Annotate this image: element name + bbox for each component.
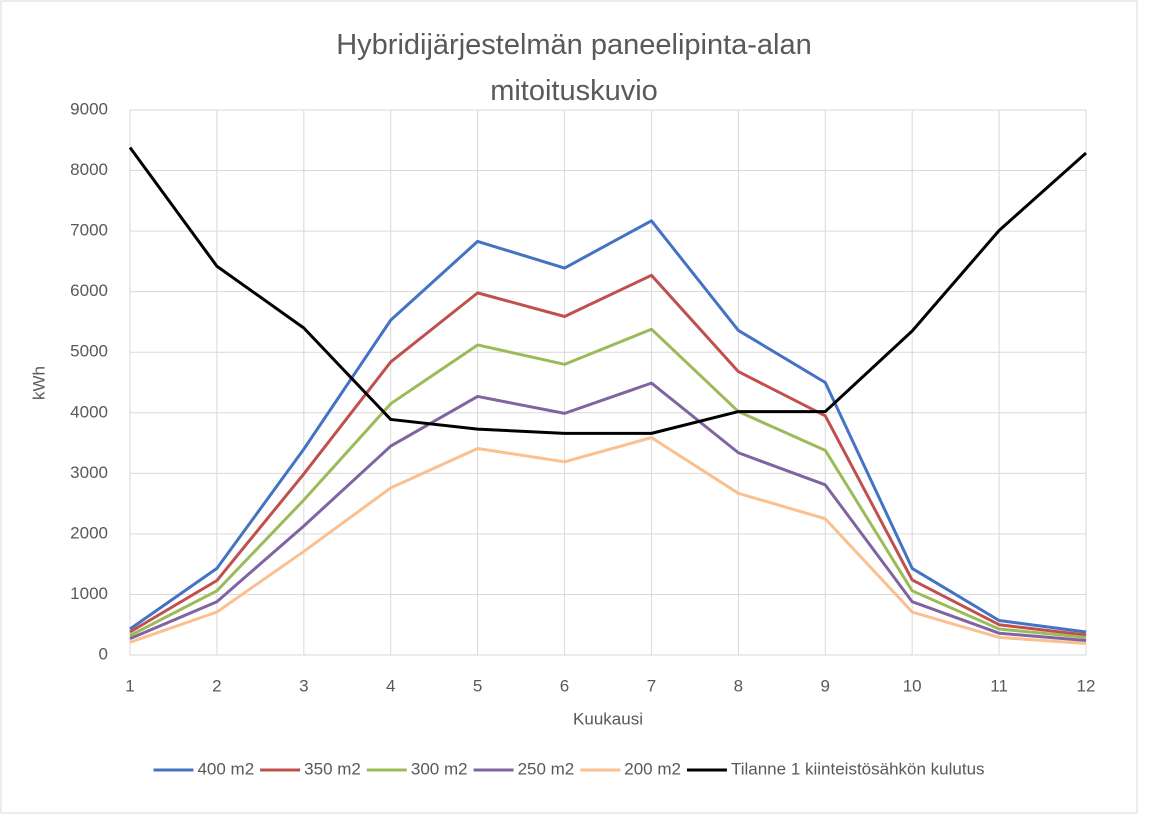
x-tick-label: 12 (1077, 676, 1096, 695)
line-series (129, 327, 1087, 639)
x-tick-label: 6 (560, 676, 569, 695)
legend-label: 200 m2 (624, 759, 681, 778)
x-tick-label: 3 (299, 676, 308, 695)
x-tick-label: 4 (386, 676, 395, 695)
y-tick-label: 3000 (70, 463, 108, 482)
y-tick-label: 0 (99, 644, 108, 663)
y-tick-label: 4000 (70, 402, 108, 421)
y-tick-label: 9000 (70, 99, 108, 118)
line-series (129, 381, 1087, 642)
y-axis-label: kWh (29, 366, 48, 400)
line-series (129, 273, 1087, 637)
y-tick-label: 2000 (70, 523, 108, 542)
y-tick-label: 8000 (70, 160, 108, 179)
legend-label: Tilanne 1 kiinteistösähkön kulutus (731, 759, 985, 778)
legend-label: 400 m2 (197, 759, 254, 778)
x-tick-label: 10 (903, 676, 922, 695)
y-tick-label: 5000 (70, 342, 108, 361)
line-series (129, 436, 1087, 645)
x-tick-label: 9 (821, 676, 830, 695)
x-axis-label: Kuukausi (573, 709, 643, 728)
y-tick-label: 1000 (70, 584, 108, 603)
line-series (128, 146, 1087, 435)
legend-label: 350 m2 (304, 759, 361, 778)
y-tick-label: 7000 (70, 221, 108, 240)
line-series (129, 219, 1087, 634)
legend-label: 300 m2 (411, 759, 468, 778)
x-tick-label: 5 (473, 676, 482, 695)
x-tick-label: 8 (734, 676, 743, 695)
x-tick-label: 7 (647, 676, 656, 695)
y-tick-label: 6000 (70, 281, 108, 300)
legend-label: 250 m2 (518, 759, 575, 778)
x-tick-label: 11 (990, 676, 1008, 695)
chart-title: Hybridijärjestelmän paneelipinta-alan mi… (336, 29, 812, 107)
x-tick-label: 2 (212, 676, 221, 695)
x-tick-label: 1 (125, 676, 134, 695)
